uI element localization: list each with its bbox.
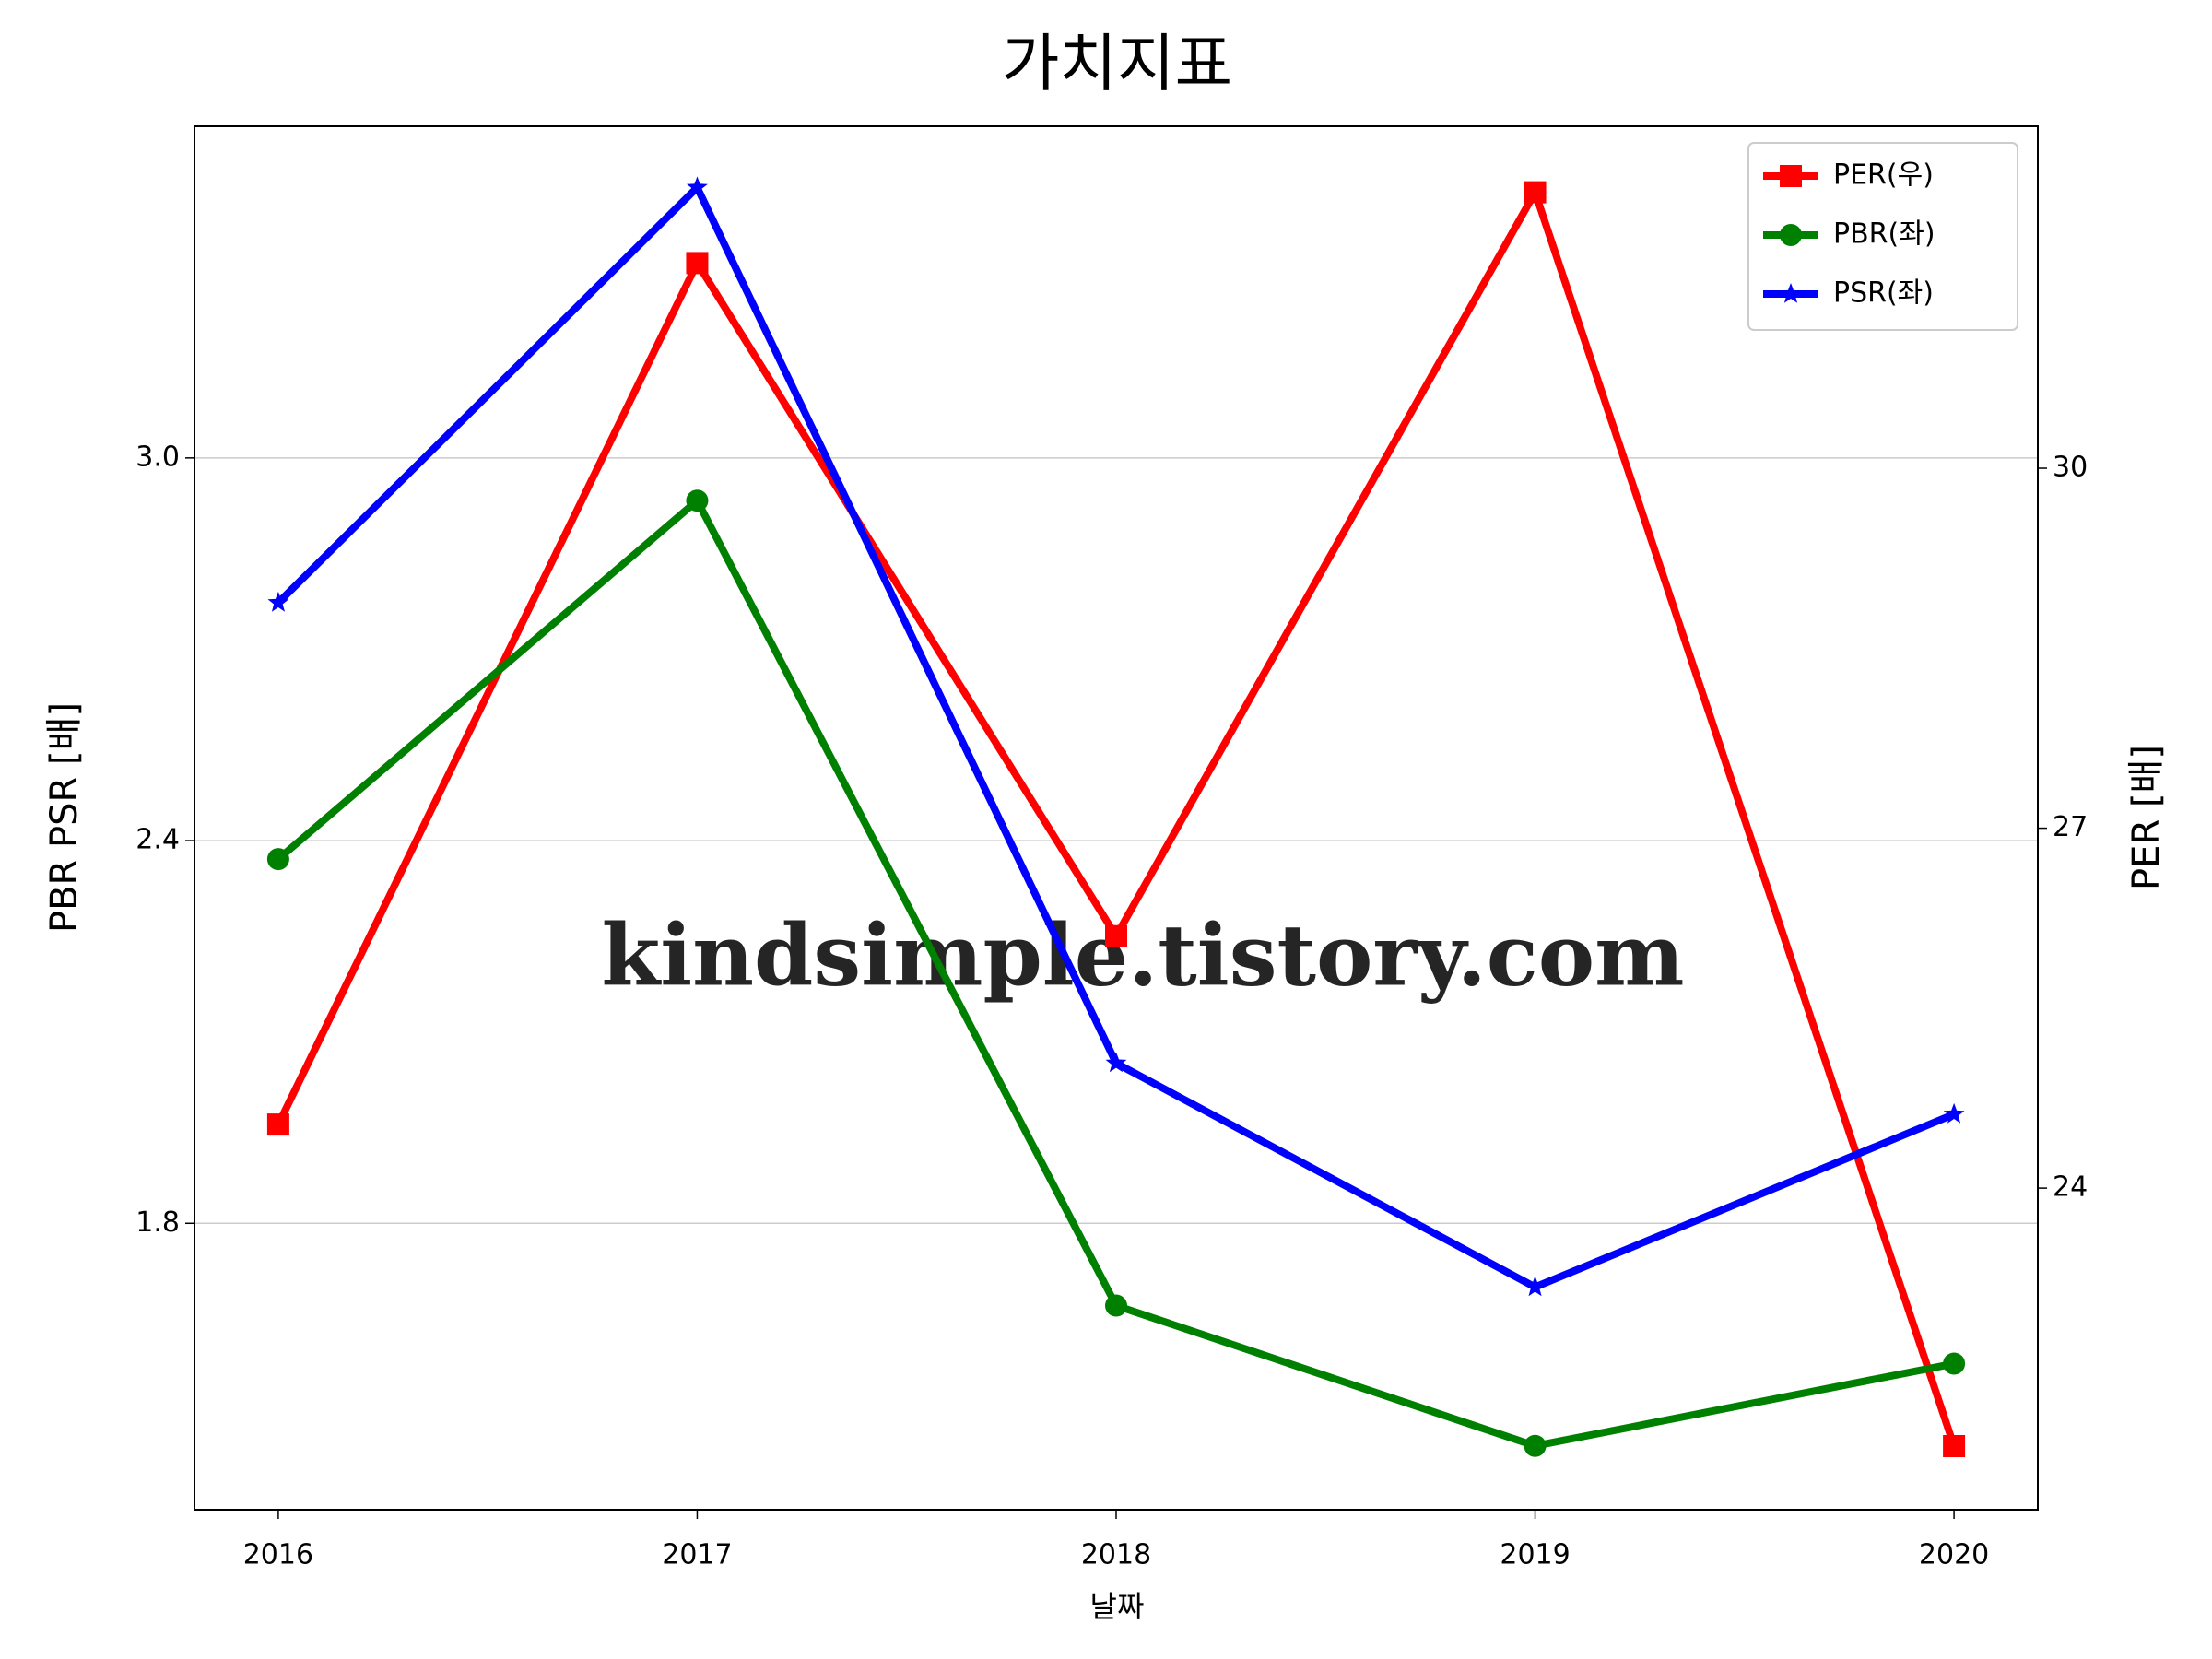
marker xyxy=(1943,1352,1966,1375)
marker xyxy=(686,252,709,275)
x-axis-label: 날짜 xyxy=(1090,1589,1145,1624)
legend: PER(우) PBR(좌) PSR(좌) xyxy=(1747,142,2018,331)
y-axis-label: PBR PSR [배] xyxy=(43,702,86,933)
watermark: kindsimple.tistory.com xyxy=(601,906,1684,1006)
marker xyxy=(1524,181,1547,204)
y-tick-label: 2.4 xyxy=(135,824,180,856)
x-tick-label: 2019 xyxy=(1500,1539,1570,1571)
marker xyxy=(686,489,709,512)
y-tick-label: 3.0 xyxy=(135,441,180,473)
marker xyxy=(1524,1276,1546,1297)
marker xyxy=(1943,1102,1965,1124)
x-tick-label: 2020 xyxy=(1919,1539,1989,1571)
plot-frame xyxy=(194,125,2039,1511)
marker xyxy=(1105,1294,1127,1317)
marker xyxy=(1524,1434,1547,1457)
marker xyxy=(1943,1435,1966,1458)
marker xyxy=(1105,924,1127,947)
y-tick-label: 1.8 xyxy=(135,1206,180,1239)
series-line xyxy=(275,182,1958,1448)
legend-label: PBR(좌) xyxy=(1833,218,1936,251)
series-line xyxy=(276,181,1956,1291)
legend-label: PSR(좌) xyxy=(1833,277,1934,310)
marker xyxy=(687,176,708,197)
x-tick-label: 2016 xyxy=(243,1539,313,1571)
legend-label: PER(우) xyxy=(1833,159,1934,192)
marker xyxy=(266,1113,289,1136)
y2-tick-label: 27 xyxy=(2053,811,2088,843)
y2-tick-label: 24 xyxy=(2053,1171,2088,1204)
y2-axis-label: PER [배] xyxy=(2125,745,2168,890)
y2-tick-label: 30 xyxy=(2053,452,2088,484)
marker xyxy=(266,848,289,871)
marker xyxy=(267,591,289,612)
legend-box xyxy=(1747,142,2018,331)
legend-marker xyxy=(1780,224,1802,246)
x-tick-label: 2018 xyxy=(1081,1539,1151,1571)
marker xyxy=(1105,1052,1127,1073)
x-tick-label: 2017 xyxy=(662,1539,732,1571)
legend-marker xyxy=(1780,283,1802,303)
chart-title: 가치지표 xyxy=(1002,29,1232,101)
legend-marker xyxy=(1780,165,1802,187)
